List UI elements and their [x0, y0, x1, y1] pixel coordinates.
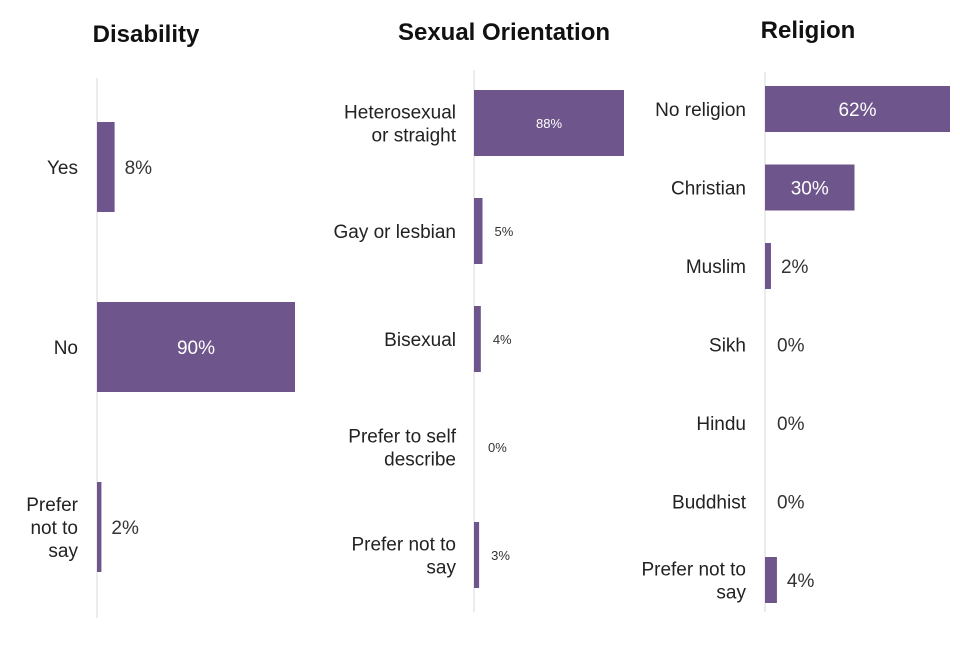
chart-title: Sexual Orientation: [398, 19, 610, 46]
data-label: 3%: [491, 548, 510, 563]
bar: [765, 243, 771, 289]
chart-panel-3: Religion No religion 62% Christian 30% Muslim…: [641, 17, 950, 612]
bar: [97, 302, 295, 392]
data-label: 5%: [495, 224, 514, 239]
chart-panel-2: Sexual Orientation Heterosexual or straigh…: [333, 19, 624, 612]
data-label: 0%: [488, 440, 507, 455]
category-label: Bisexual: [384, 330, 456, 351]
category-label: No religion: [655, 100, 746, 121]
category-label: Heterosexual or straight: [344, 103, 457, 147]
category-label: Prefer not to say: [641, 560, 746, 604]
data-label: 2%: [781, 257, 809, 278]
data-label: 88%: [536, 116, 562, 131]
category-label: Christian: [671, 179, 746, 200]
data-label: 0%: [777, 414, 805, 435]
bar: [765, 164, 855, 211]
category-label: Yes: [47, 158, 78, 179]
chart-panel-1: Disability Yes 8% No 90% Prefer not to say 2%: [26, 21, 295, 618]
category-label: Buddhist: [672, 493, 747, 514]
category-label: No: [54, 338, 78, 359]
category-label: Gay or lesbian: [333, 222, 456, 243]
chart-title: Disability: [93, 21, 200, 48]
data-label: 2%: [111, 518, 139, 539]
data-label: 30%: [791, 179, 829, 200]
chart-title: Religion: [761, 17, 856, 44]
bar: [97, 482, 102, 572]
bar: [474, 198, 483, 264]
data-label: 0%: [777, 493, 805, 514]
category-label: Sikh: [709, 336, 746, 357]
bar: [474, 90, 624, 156]
data-label: 4%: [787, 571, 815, 592]
data-label: 4%: [493, 332, 512, 347]
bar: [765, 557, 777, 603]
bar: [474, 522, 480, 588]
data-label: 0%: [777, 336, 805, 357]
bar: [765, 86, 950, 132]
category-label: Muslim: [686, 257, 746, 278]
data-label: 90%: [177, 338, 215, 359]
bar: [474, 306, 481, 372]
category-label: Prefer not to say: [351, 535, 456, 579]
category-label: Prefer not to say: [26, 495, 78, 562]
data-label: 62%: [838, 100, 876, 121]
category-label: Hindu: [696, 414, 746, 435]
bar: [97, 122, 115, 212]
data-label: 8%: [125, 158, 153, 179]
category-label: Prefer to self describe: [348, 427, 456, 471]
